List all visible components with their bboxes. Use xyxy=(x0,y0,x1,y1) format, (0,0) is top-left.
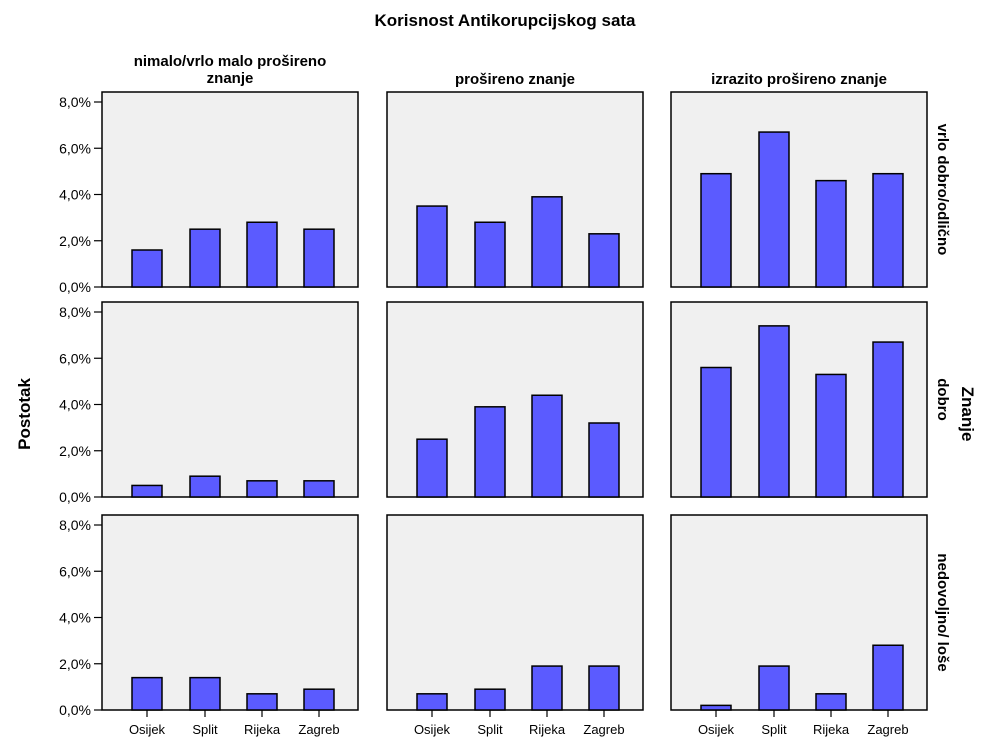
column-header: izrazito prošireno znanje xyxy=(711,71,887,88)
bars-layer xyxy=(131,131,904,711)
bar-r2-c0-osijek xyxy=(131,676,163,711)
x-tick-label: Split xyxy=(761,722,787,737)
chart-title: Korisnost Antikorupcijskog sata xyxy=(374,11,636,30)
x-tick-label: Rijeka xyxy=(813,722,850,737)
y-tick-label: 6,0% xyxy=(59,563,91,579)
y-tick-label: 2,0% xyxy=(59,443,91,459)
bar-r2-c2-split xyxy=(758,665,790,711)
bar-r2-c1-zagreb xyxy=(588,665,620,711)
bar-r1-c1-rijeka xyxy=(531,394,563,498)
bar-r2-c1-osijek xyxy=(416,693,448,711)
y-tick-label: 4,0% xyxy=(59,187,91,203)
labels-layer: Korisnost Antikorupcijskog sata Postotak… xyxy=(15,11,977,672)
y-tick-label: 2,0% xyxy=(59,656,91,672)
bar-r0-c2-split xyxy=(758,131,790,288)
row-axis-label: Znanje xyxy=(958,387,977,442)
bar-r2-c0-rijeka xyxy=(246,693,278,711)
y-tick-label: 4,0% xyxy=(59,610,91,626)
x-tick-label: Osijek xyxy=(698,722,735,737)
row-header: vrlo dobro/odlično xyxy=(934,124,951,256)
x-tick-label: Zagreb xyxy=(867,722,908,737)
bar-r2-c1-split xyxy=(474,688,506,711)
x-tick-label: Split xyxy=(192,722,218,737)
bar-r1-c2-rijeka xyxy=(815,373,847,498)
y-tick-label: 0,0% xyxy=(59,702,91,718)
bar-r1-c0-osijek xyxy=(131,484,163,498)
y-tick-label: 8,0% xyxy=(59,94,91,110)
bar-r0-c0-rijeka xyxy=(246,221,278,288)
bar-r0-c0-zagreb xyxy=(303,228,335,288)
y-tick-label: 0,0% xyxy=(59,279,91,295)
y-tick-label: 4,0% xyxy=(59,397,91,413)
axes-layer: 0,0% 2,0% 4,0% 6,0% 8,0% 0,0% 2,0% 4,0% 6,0% 8,0%… xyxy=(59,94,909,737)
x-tick-label: Split xyxy=(477,722,503,737)
row-header: dobro xyxy=(934,378,951,421)
y-tick-label: 6,0% xyxy=(59,140,91,156)
x-tick-label: Rijeka xyxy=(529,722,566,737)
y-tick-label: 2,0% xyxy=(59,233,91,249)
y-tick-label: 6,0% xyxy=(59,350,91,366)
panel-r1-c0 xyxy=(101,301,359,498)
bar-r2-c2-zagreb xyxy=(872,644,904,711)
column-header: nimalo/vrlo malo prošireno znanje xyxy=(134,53,327,87)
panels-layer xyxy=(101,91,928,711)
bar-r1-c2-zagreb xyxy=(872,341,904,498)
bar-r0-c2-osijek xyxy=(700,172,732,288)
bar-r1-c1-osijek xyxy=(416,438,448,498)
y-tick-label: 8,0% xyxy=(59,517,91,533)
y-axis-label: Postotak xyxy=(15,378,34,450)
bar-r0-c0-osijek xyxy=(131,249,163,288)
bar-r1-c2-split xyxy=(758,325,790,498)
x-tick-label: Zagreb xyxy=(298,722,339,737)
bar-r1-c0-rijeka xyxy=(246,480,278,498)
row-header: nedovoljno/ loše xyxy=(934,553,951,671)
bar-r2-c0-zagreb xyxy=(303,688,335,711)
bar-r0-c2-rijeka xyxy=(815,179,847,288)
x-tick-label: Zagreb xyxy=(583,722,624,737)
y-tick-label: 8,0% xyxy=(59,304,91,320)
bar-r0-c2-zagreb xyxy=(872,172,904,288)
bar-r2-c2-osijek xyxy=(700,704,732,711)
bar-r0-c0-split xyxy=(189,228,221,288)
bar-r1-c2-osijek xyxy=(700,366,732,498)
column-header: prošireno znanje xyxy=(455,71,575,88)
bar-r0-c1-rijeka xyxy=(531,196,563,288)
bar-r2-c0-split xyxy=(189,676,221,711)
x-tick-label: Osijek xyxy=(414,722,451,737)
bar-r1-c1-split xyxy=(474,406,506,498)
bar-r1-c0-split xyxy=(189,475,221,498)
x-tick-label: Rijeka xyxy=(244,722,281,737)
bar-r1-c1-zagreb xyxy=(588,422,620,498)
bar-r2-c1-rijeka xyxy=(531,665,563,711)
bar-r0-c1-zagreb xyxy=(588,233,620,288)
x-tick-label: Osijek xyxy=(129,722,166,737)
bar-r0-c1-osijek xyxy=(416,205,448,288)
y-tick-label: 0,0% xyxy=(59,489,91,505)
bar-r0-c1-split xyxy=(474,221,506,288)
bar-r2-c2-rijeka xyxy=(815,693,847,711)
bar-r1-c0-zagreb xyxy=(303,480,335,498)
